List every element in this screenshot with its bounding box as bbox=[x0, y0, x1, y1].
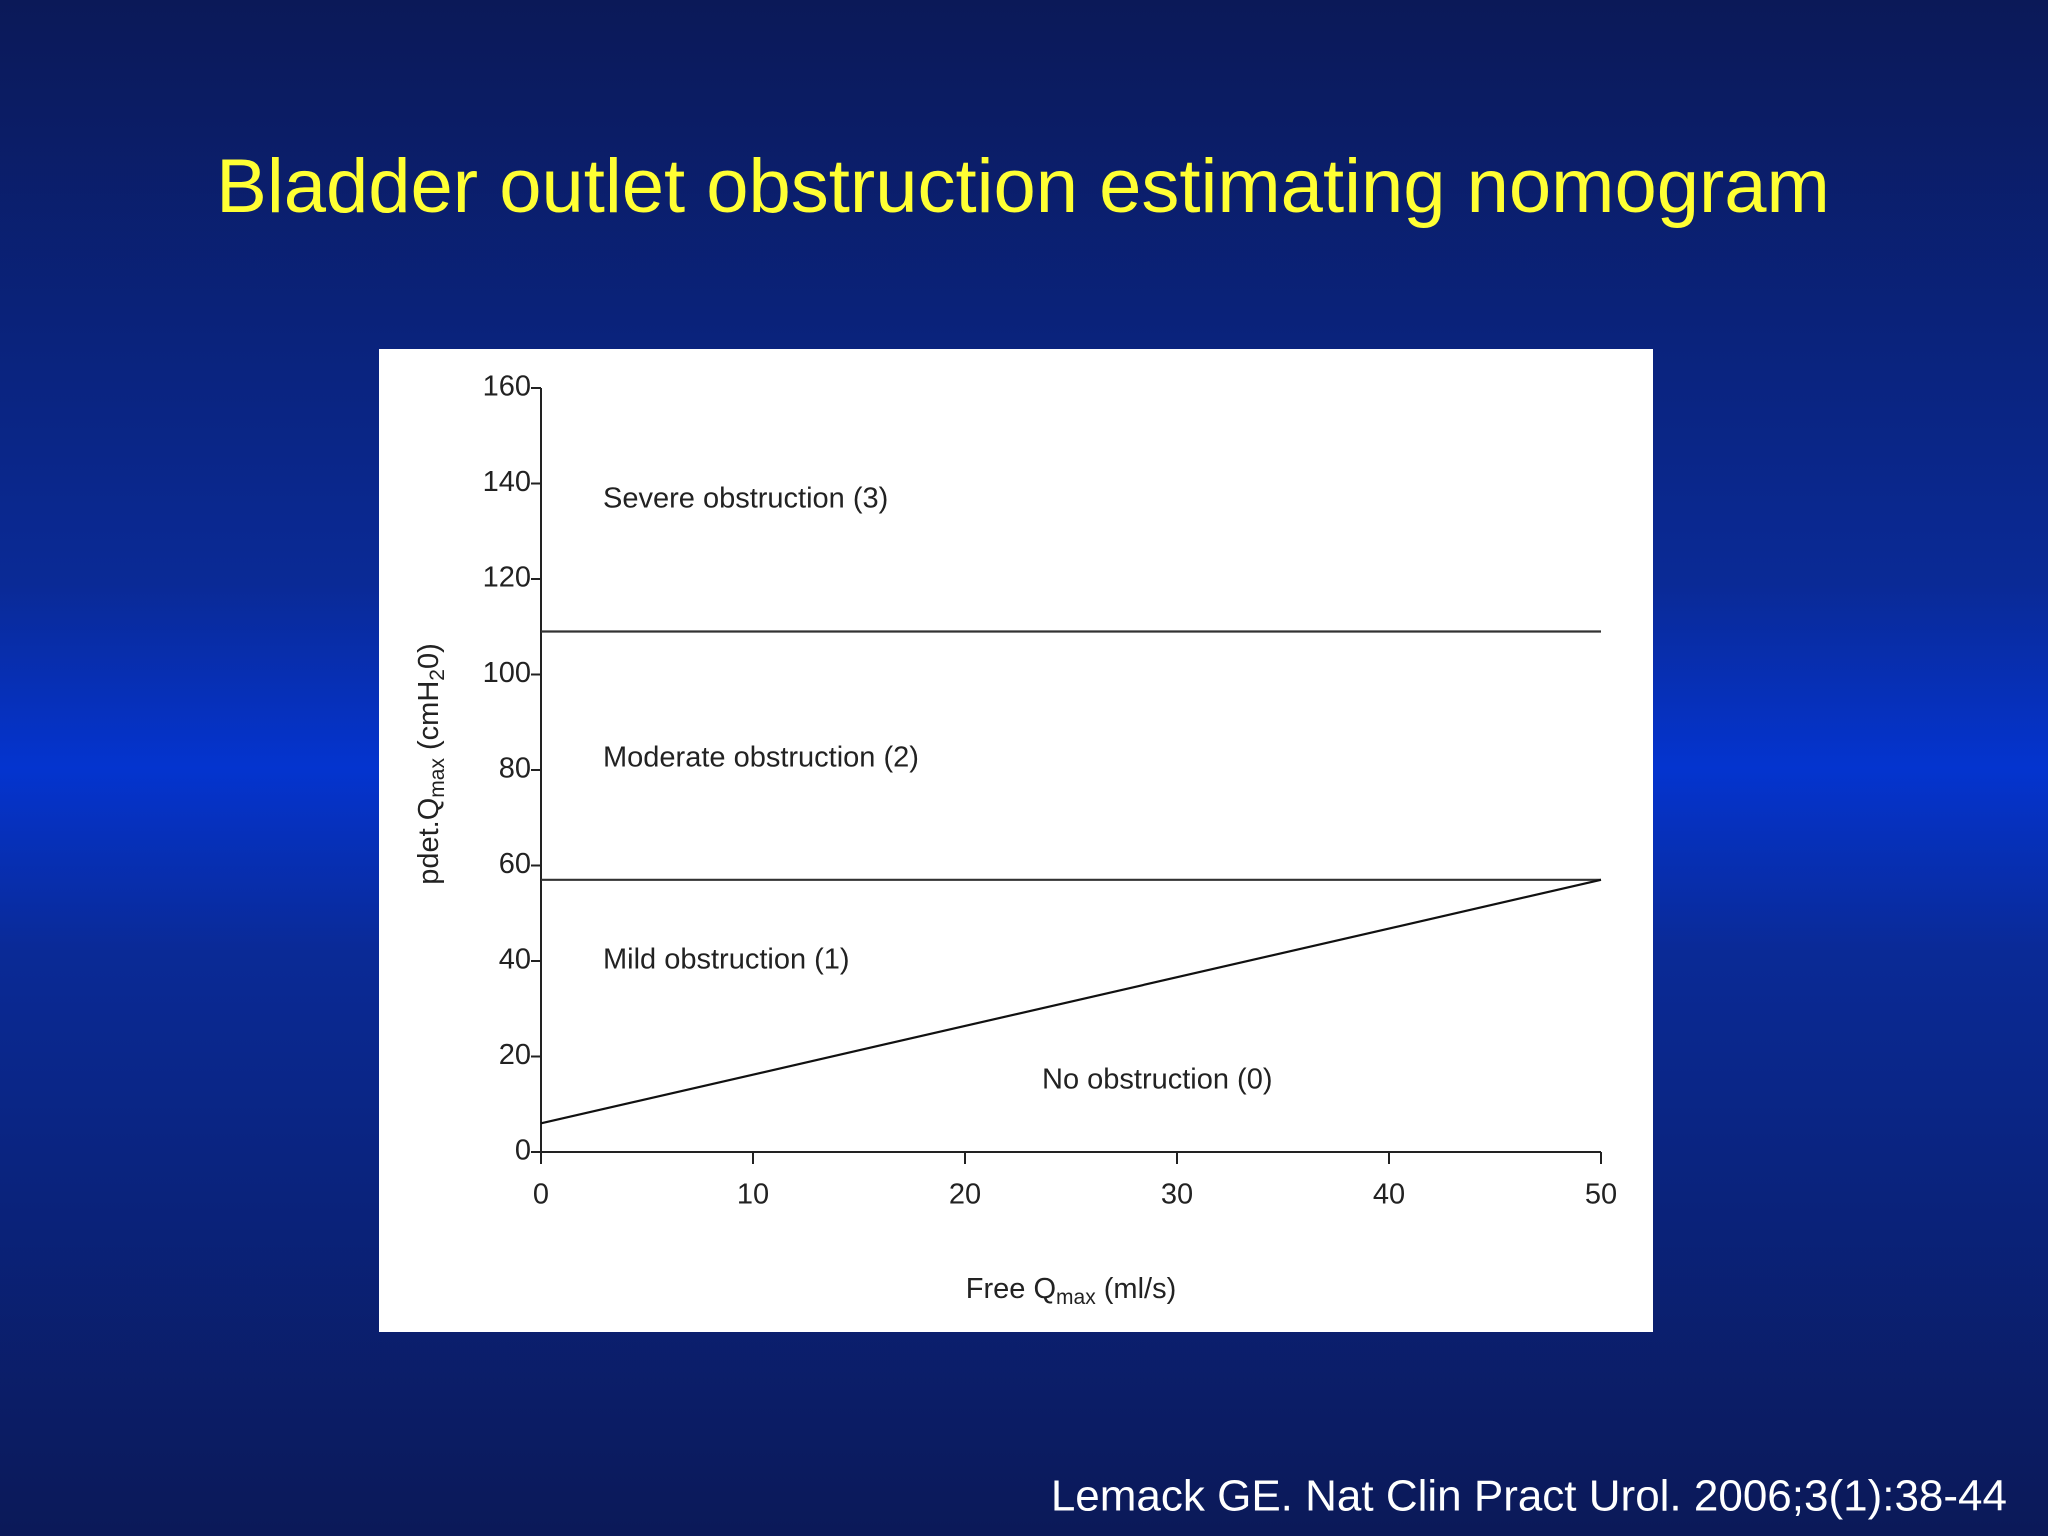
y-tick-label: 0 bbox=[515, 1135, 531, 1167]
y-tick-label: 60 bbox=[499, 848, 531, 880]
x-tick-label: 30 bbox=[1161, 1179, 1193, 1211]
y-tick-label: 100 bbox=[483, 657, 531, 689]
source: Lemack GE. Nat Clin Pract Urol. 2006;3(1… bbox=[1051, 1472, 2007, 1521]
label-part: (ml/s) bbox=[1096, 1273, 1177, 1305]
x-tick-label: 0 bbox=[533, 1179, 549, 1211]
y-axis-label: pdet.Qmax (cmH20) bbox=[413, 643, 449, 885]
region-label: Severe obstruction (3) bbox=[603, 483, 888, 515]
label-part: 0) bbox=[413, 643, 445, 669]
region-label: Mild obstruction (1) bbox=[603, 944, 850, 976]
series-line bbox=[540, 878, 1602, 1125]
label-subscript: max bbox=[1056, 1286, 1096, 1309]
y-tick-label: 140 bbox=[483, 466, 531, 498]
y-tick-label: 80 bbox=[499, 753, 531, 785]
label-subscript: max bbox=[426, 758, 449, 798]
y-tick-label: 160 bbox=[483, 371, 531, 403]
x-tick-label: 10 bbox=[737, 1179, 769, 1211]
label-subscript: 2 bbox=[426, 669, 449, 681]
label-part: pdet.Q bbox=[413, 798, 445, 885]
y-tick-label: 40 bbox=[499, 944, 531, 976]
slide-title: Bladder outlet obstruction estimating no… bbox=[216, 144, 1830, 229]
x-tick-label: 40 bbox=[1373, 1179, 1405, 1211]
region-label: Moderate obstruction (2) bbox=[603, 742, 919, 774]
label-part: Free Q bbox=[966, 1273, 1056, 1305]
region-label: No obstruction (0) bbox=[1042, 1064, 1273, 1096]
chart: 0 20 40 60 80 100 120 140 160 0 10 20 30 40 50 Severe o… bbox=[413, 371, 1617, 1309]
label-part: (cmH bbox=[413, 681, 445, 758]
y-tick-label: 120 bbox=[483, 562, 531, 594]
x-tick-label: 20 bbox=[949, 1179, 981, 1211]
y-tick-label: 20 bbox=[499, 1039, 531, 1071]
x-tick-label: 50 bbox=[1585, 1179, 1617, 1211]
chart-panel bbox=[379, 349, 1653, 1332]
x-axis-label: Free Qmax (ml/s) bbox=[966, 1273, 1176, 1309]
